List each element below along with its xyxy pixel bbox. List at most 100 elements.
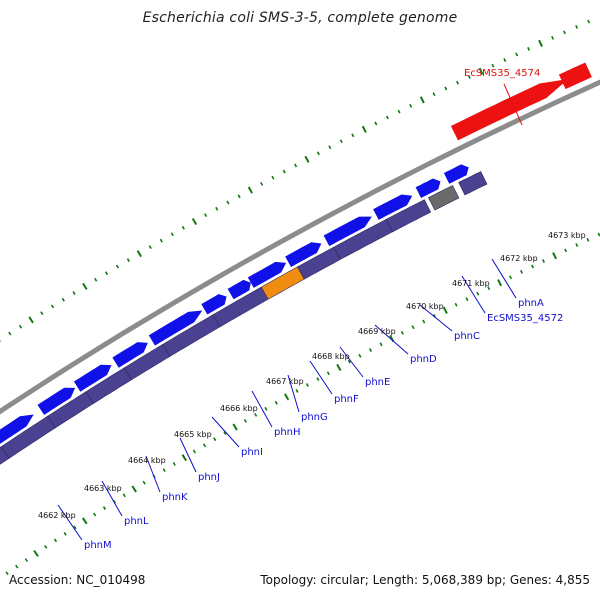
ruler-label: 4663 kbp	[84, 484, 122, 493]
inner-ring-minor-tick	[400, 330, 404, 335]
inner-ring-minor-tick	[202, 443, 207, 448]
inner-ring-minor-tick	[5, 571, 9, 576]
inner-ring-minor-tick	[368, 348, 373, 352]
ruler-label: 4671 kbp	[452, 279, 490, 288]
outer-ring-minor-tick	[104, 271, 109, 276]
ruler-label: 4667 kbp	[266, 377, 304, 386]
outer-ring-minor-tick	[409, 103, 413, 108]
ruler-label: 4669 kbp	[358, 327, 396, 336]
map-title: Escherichia coli SMS-3-5, complete genom…	[142, 10, 458, 26]
gene-EcSMS35_4574-segment	[450, 79, 569, 141]
leader-line	[491, 258, 517, 299]
genome-backbone	[0, 79, 600, 415]
leader-line	[419, 304, 453, 332]
leader-line	[145, 455, 161, 493]
inner-ring-minor-tick	[487, 286, 491, 291]
inner-ring-minor-tick	[243, 418, 247, 423]
inner-ring-major-tick	[181, 454, 188, 462]
ruler-label: 4670 kbp	[406, 302, 444, 311]
inner-ring-major-tick	[82, 517, 88, 525]
inner-ring-minor-tick	[422, 319, 426, 324]
outer-ring-minor-tick	[159, 238, 163, 243]
EcSMS35_4572-segment	[427, 185, 460, 211]
outer-ring-minor-tick	[339, 139, 343, 144]
outer-ring-minor-tick	[316, 151, 320, 156]
inner-ring-minor-tick	[454, 302, 458, 307]
outer-ring-major-tick	[419, 96, 425, 104]
ruler-label: 4666 kbp	[220, 404, 258, 413]
gene-label-phnE: phnE	[365, 377, 390, 388]
reverse-gene-segment-13	[458, 171, 488, 196]
inner-ring-major-tick	[336, 363, 342, 371]
forward-gene-arrow-7	[201, 294, 227, 315]
inner-ring-major-tick	[442, 306, 448, 314]
outer-ring-minor-tick	[226, 200, 230, 205]
leader-line	[339, 346, 364, 378]
leader-line	[179, 437, 197, 473]
inner-ring-minor-tick	[465, 297, 469, 302]
forward-gene-arrow-5	[112, 342, 148, 368]
outer-ring-minor-tick	[181, 225, 185, 230]
inner-ring-major-tick	[284, 393, 290, 401]
outer-ring-minor-tick	[587, 19, 591, 24]
inner-ring-major-tick	[131, 485, 137, 493]
outer-ring-major-tick	[247, 186, 253, 194]
gene-next-segment	[558, 62, 592, 90]
forward-gene-arrow-8	[227, 279, 251, 300]
outer-ring-minor-tick	[8, 331, 12, 336]
outer-ring-major-tick	[538, 39, 543, 47]
leader-line	[503, 83, 523, 126]
outer-ring-minor-tick	[40, 311, 44, 316]
inner-ring-minor-tick	[162, 468, 166, 473]
gene-label-EcSMS35_4574: EcSMS35_4574	[464, 68, 540, 79]
inner-ring-minor-tick	[172, 461, 176, 466]
outer-ring-minor-tick	[328, 145, 332, 150]
outer-ring-minor-tick	[237, 194, 241, 199]
genome-summary-text: Topology: circular; Length: 5,068,389 bp…	[260, 573, 590, 587]
gene-label-phnA: phnA	[518, 298, 544, 309]
leader-line	[251, 390, 273, 428]
gene-label-phnI: phnI	[241, 447, 263, 458]
leader-line	[57, 504, 83, 541]
inner-ring-minor-tick	[379, 342, 383, 347]
outer-ring-minor-tick	[61, 297, 65, 302]
inner-ring-minor-tick	[347, 359, 351, 364]
leader-line	[374, 324, 409, 355]
outer-ring-minor-tick	[491, 63, 495, 68]
outer-ring-major-tick	[361, 125, 367, 133]
inner-ring-minor-tick	[520, 269, 523, 274]
gene-label-phnL: phnL	[124, 516, 149, 527]
outer-ring-minor-tick	[551, 35, 555, 40]
inner-tick-ring	[5, 232, 600, 576]
outer-ring-minor-tick	[282, 169, 286, 174]
forward-gene-arrow-11	[323, 216, 372, 247]
ruler-label: 4664 kbp	[128, 456, 166, 465]
outer-ring-minor-tick	[563, 30, 567, 35]
inner-ring-minor-tick	[223, 431, 227, 435]
inner-ring-minor-tick	[586, 237, 590, 242]
outer-ring-minor-tick	[397, 109, 401, 114]
leader-line	[287, 374, 300, 413]
forward-gene-arrow-12	[373, 194, 413, 220]
leader-line	[461, 275, 486, 314]
inner-ring-minor-tick	[411, 325, 415, 330]
outer-ring-minor-tick	[575, 25, 579, 29]
outer-ring-minor-tick	[260, 181, 264, 186]
gene-label-phnD: phnD	[410, 354, 437, 365]
inner-ring-minor-tick	[53, 538, 58, 543]
inner-ring-minor-tick	[358, 353, 362, 358]
gene-label-phnM: phnM	[84, 540, 112, 551]
inner-ring-minor-tick	[254, 412, 258, 417]
leader-line	[101, 480, 123, 517]
outer-ring-minor-tick	[503, 58, 507, 62]
forward-gene-arrow-10	[285, 242, 322, 267]
outer-ring-minor-tick	[126, 258, 130, 263]
gene-label-phnJ: phnJ	[198, 472, 220, 483]
ruler-label: 4672 kbp	[500, 254, 538, 263]
ruler-label: 4665 kbp	[174, 430, 212, 439]
inner-ring-minor-tick	[63, 531, 67, 536]
outer-ring-minor-tick	[148, 245, 152, 250]
ruler-label: 4662 kbp	[38, 511, 76, 520]
gene-label-EcSMS35_4572: EcSMS35_4572	[487, 313, 563, 324]
